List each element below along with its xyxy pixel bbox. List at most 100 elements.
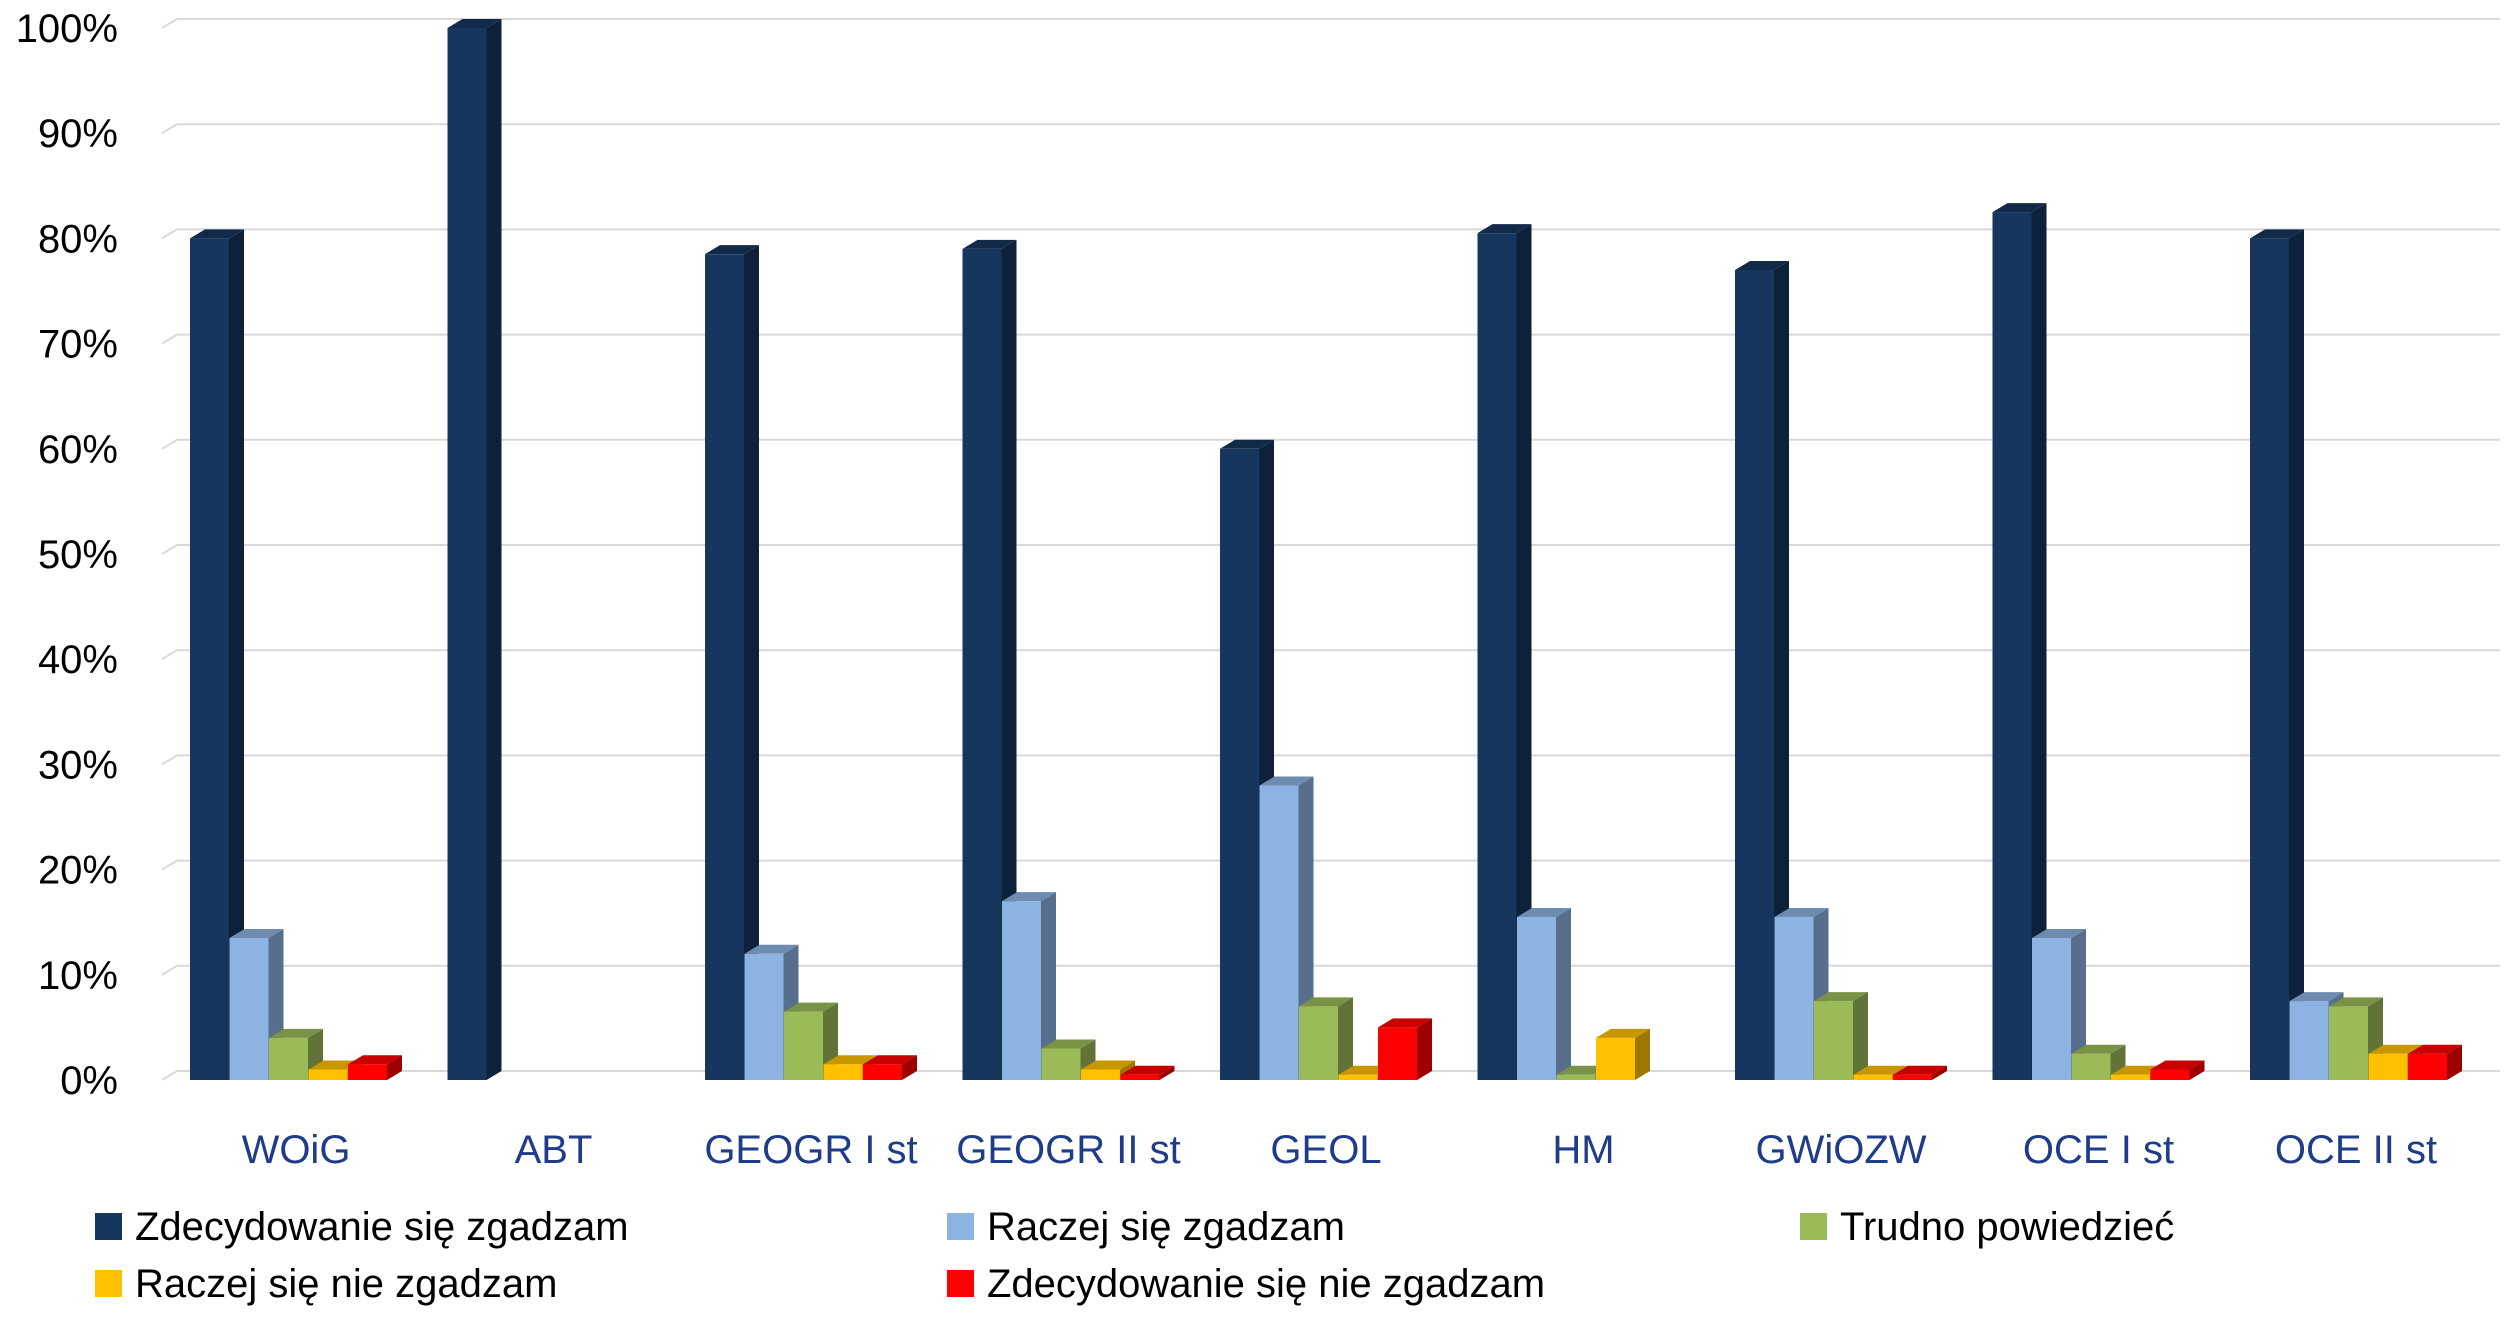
bar (1220, 439, 1274, 1080)
bar-front (1220, 448, 1259, 1080)
bar-front (308, 1069, 348, 1080)
y-tick-label: 20% (38, 849, 118, 893)
bar-top (1220, 439, 1274, 449)
bar-top (1081, 1060, 1135, 1070)
bar-front (2250, 238, 2289, 1080)
bar (2032, 928, 2086, 1080)
bar-front (1338, 1074, 1378, 1080)
bar-top (1774, 907, 1829, 917)
bar (1893, 1065, 1947, 1080)
y-tick-label: 70% (38, 323, 118, 367)
bar-side (1556, 907, 1571, 1080)
gridline-depth (161, 333, 178, 345)
y-tick-label: 50% (38, 533, 118, 577)
bar-top (2408, 1044, 2462, 1054)
bar-side (744, 245, 759, 1080)
bar-side (1001, 239, 1017, 1081)
bar-top (269, 1028, 323, 1038)
bar-top (823, 1055, 878, 1065)
bar-top (2071, 1044, 2126, 1054)
bar-front (190, 238, 229, 1080)
bar-front (1477, 233, 1517, 1080)
bar-front (1596, 1037, 1635, 1080)
bar-top (1735, 260, 1789, 270)
legend-label: Trudno powiedzieć (1840, 1205, 2174, 1249)
bar-side (1338, 997, 1353, 1080)
bar-top (784, 1002, 838, 1012)
bar (962, 239, 1017, 1081)
gridline-depth (161, 228, 178, 240)
y-tick-label: 100% (16, 7, 118, 51)
gridline-depth (161, 18, 178, 29)
bar-top (2329, 997, 2383, 1007)
x-tick-label: WOiG (242, 1128, 351, 1172)
legend: Zdecydowanie się zgadzam Raczej się zgadz… (95, 1205, 2174, 1306)
legend-label: Zdecydowanie się nie zgadzam (987, 1262, 1545, 1306)
bar-top (447, 19, 502, 28)
gridline-depth (161, 859, 178, 871)
bar-top (1120, 1065, 1175, 1075)
bar-side (1159, 1065, 1175, 1080)
bar-top (348, 1055, 402, 1065)
legend-item: Raczej się nie zgadzam (95, 1262, 557, 1306)
bar-front (1378, 1027, 1417, 1080)
bar-side (1417, 1018, 1432, 1080)
gridline-depth (161, 123, 178, 135)
bar (269, 1028, 323, 1080)
legend-swatch (947, 1270, 974, 1297)
bar-front (2289, 1001, 2329, 1080)
bar (863, 1055, 917, 1080)
bar-front (269, 1037, 308, 1080)
bar-side (2289, 229, 2304, 1080)
bar-front (1814, 1001, 1853, 1080)
bar (2408, 1044, 2462, 1080)
x-tick-label: HM (1552, 1128, 1614, 1172)
bar (2250, 229, 2304, 1080)
bar-front (1081, 1069, 1120, 1080)
bar-top (2368, 1044, 2423, 1054)
gridline-depth (161, 438, 178, 450)
bar-front (705, 254, 744, 1080)
bar-top (1477, 224, 1532, 234)
bar (1002, 892, 1056, 1080)
y-tick-label: 40% (38, 638, 118, 682)
bar (1735, 260, 1789, 1081)
x-tick-label: GEOGR II st (956, 1128, 1180, 1172)
legend-label: Zdecydowanie się zgadzam (135, 1205, 629, 1249)
bar-front (1774, 916, 1814, 1080)
bar-top (1517, 907, 1571, 917)
bar-top (2250, 229, 2304, 239)
bar-front (1893, 1074, 1932, 1080)
bar-side (1853, 992, 1868, 1080)
bar-front (348, 1064, 387, 1080)
bar-side (229, 229, 244, 1080)
bar-front (962, 248, 1002, 1081)
bar (1120, 1065, 1175, 1080)
bar-front (1735, 269, 1774, 1081)
bar-top (2150, 1060, 2205, 1070)
legend-item: Zdecydowanie się zgadzam (95, 1205, 629, 1249)
x-tick-label: OCE I st (2023, 1128, 2174, 1172)
bar-front (1517, 916, 1556, 1080)
bar-top (1853, 1065, 1908, 1075)
bar-top (2032, 928, 2086, 938)
x-tick-label: GEOL (1270, 1128, 1381, 1172)
bar-front (1299, 1006, 1338, 1080)
x-tick-label: ABT (515, 1128, 593, 1172)
y-axis-ticks: 0% 10% 20% 30% 40% 50% 60% 70% 80% 90% 100% (16, 7, 118, 1103)
bar-front (1992, 212, 2032, 1081)
bars (190, 19, 2462, 1081)
bar (1596, 1028, 1650, 1080)
gridline-depth (161, 754, 178, 766)
legend-label: Raczej się nie zgadzam (135, 1262, 557, 1306)
bar-front (2150, 1069, 2190, 1080)
y-tick-label: 10% (38, 954, 118, 998)
bar-top (1596, 1028, 1650, 1038)
bar-front (1002, 901, 1041, 1080)
bar (1378, 1018, 1432, 1080)
bar-side (1041, 892, 1056, 1080)
bar-side (1516, 224, 1532, 1080)
legend-item: Raczej się zgadzam (947, 1205, 1345, 1249)
gridline-depth (161, 964, 178, 976)
x-tick-label: GEOGR I st (704, 1128, 917, 1172)
